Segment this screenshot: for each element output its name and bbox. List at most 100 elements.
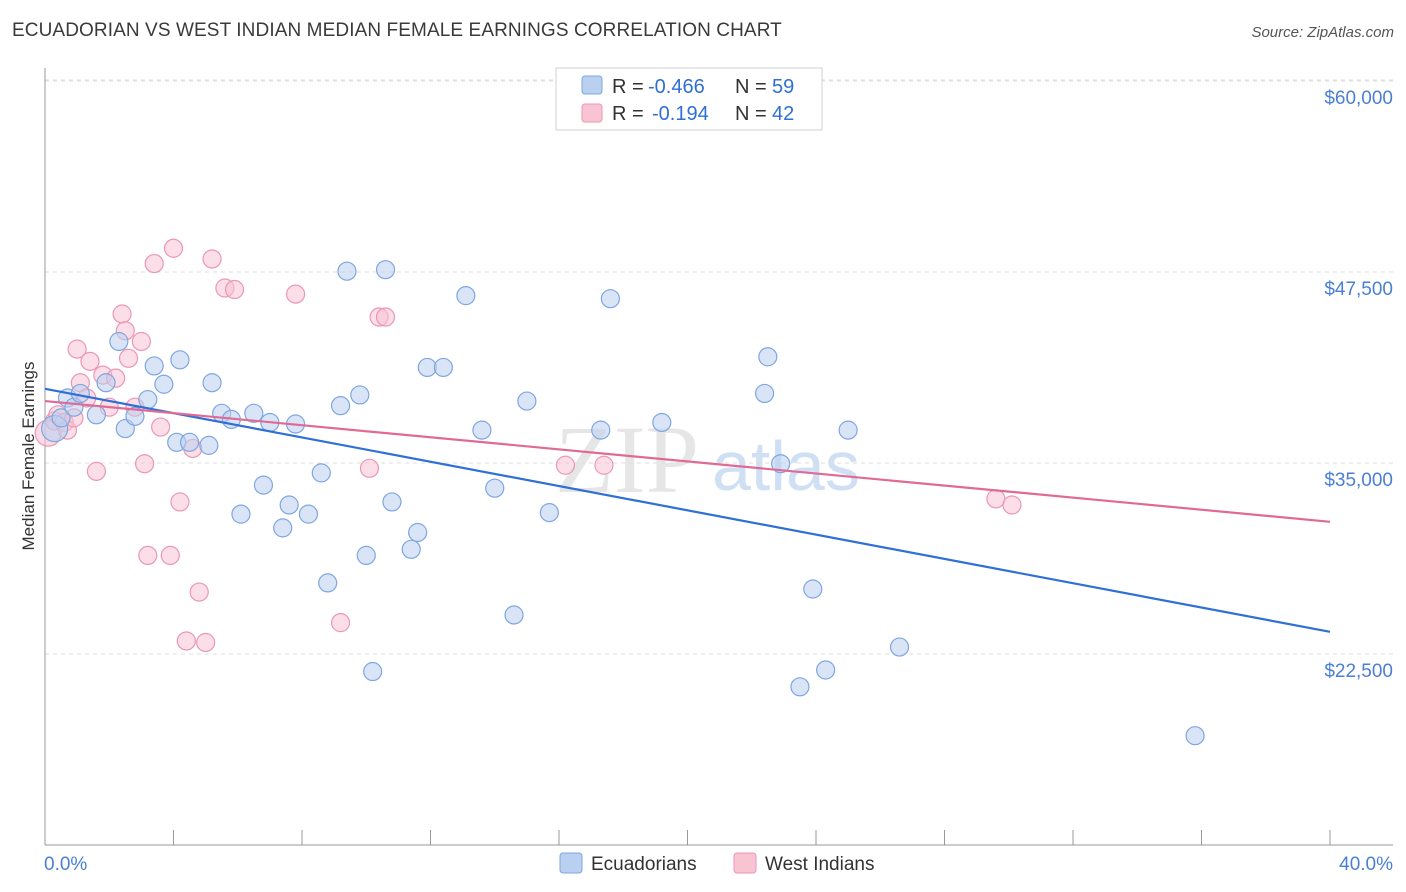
ecuadorian-point bbox=[330, 396, 351, 416]
ecuadorian-point bbox=[600, 289, 621, 309]
west-indian-point bbox=[330, 613, 351, 633]
ecuadorian-point bbox=[253, 475, 274, 495]
correlation-legend: R = -0.466 N = 59 R = -0.194 N = 42 bbox=[555, 67, 823, 131]
west-indian-point bbox=[80, 351, 100, 371]
y-tick-labels: $22,500 $35,000 $47,500 $60,000 bbox=[1324, 88, 1393, 682]
west-indian-point bbox=[163, 238, 184, 258]
ecuadorian-point bbox=[803, 579, 823, 599]
west-indian-point bbox=[202, 249, 222, 269]
ecuadorian-point bbox=[754, 383, 775, 404]
west-indian-point bbox=[151, 417, 171, 437]
legend-r-value-1: -0.466 bbox=[648, 76, 705, 98]
west-indian-point bbox=[594, 455, 614, 475]
ecuadorian-point bbox=[771, 454, 791, 474]
ecuadorian-point bbox=[1185, 726, 1205, 746]
ecuadorian-point bbox=[337, 261, 357, 281]
west-indians-points bbox=[34, 238, 1022, 653]
ecuadorian-point bbox=[244, 403, 264, 423]
legend-r-label-1: R = bbox=[612, 76, 644, 98]
y-tick-label: $47,500 bbox=[1324, 279, 1393, 300]
ecuadorian-point bbox=[138, 389, 158, 410]
y-tick-label: $22,500 bbox=[1324, 661, 1393, 682]
west-indian-point bbox=[1002, 495, 1022, 515]
ecuadorian-point bbox=[417, 357, 437, 378]
west-indian-point bbox=[86, 461, 107, 481]
y-tick-label: $60,000 bbox=[1324, 88, 1393, 109]
ecuadorian-point bbox=[363, 661, 383, 682]
legend-n-value-1: 59 bbox=[772, 76, 794, 98]
ecuadorian-point bbox=[652, 412, 672, 433]
ecuadorian-point bbox=[472, 420, 492, 440]
ecuadorian-point bbox=[539, 503, 559, 523]
ecuadorian-point bbox=[408, 522, 428, 543]
ecuadorian-point bbox=[96, 373, 116, 393]
ecuadorian-point bbox=[109, 331, 129, 352]
source-label: Source: ZipAtlas.com bbox=[1251, 24, 1394, 41]
series-legend: Ecuadorians West Indians bbox=[559, 852, 874, 875]
west-indian-point bbox=[189, 582, 209, 602]
legend-r-label-2: R = bbox=[612, 103, 644, 125]
ecuadorian-point bbox=[401, 539, 421, 559]
ecuadorian-point bbox=[591, 420, 611, 440]
ecuadorians-trend-line bbox=[44, 387, 1331, 633]
west-indian-point bbox=[555, 455, 576, 475]
y-tick-label: $35,000 bbox=[1324, 470, 1393, 491]
legend-r-value-2: -0.194 bbox=[652, 103, 709, 125]
ecuadorian-point bbox=[51, 408, 71, 428]
ecuadorian-point bbox=[504, 605, 524, 625]
legend-n-label-1: N = bbox=[735, 76, 767, 98]
west-indian-point bbox=[67, 339, 87, 359]
ecuadorians-points bbox=[41, 260, 1205, 746]
legend-ecuadorians-swatch bbox=[559, 852, 583, 874]
gridlines bbox=[45, 79, 1393, 655]
ecuadorian-point bbox=[170, 350, 190, 370]
legend-west-indians-label: West Indians bbox=[765, 854, 874, 875]
west-indian-point bbox=[170, 492, 190, 512]
ecuadorian-point bbox=[298, 504, 319, 524]
ecuadorian-point bbox=[816, 660, 836, 680]
west-indian-point bbox=[118, 348, 139, 368]
ecuadorian-point bbox=[125, 406, 145, 426]
west-indian-point bbox=[986, 489, 1006, 509]
ecuadorian-point bbox=[179, 432, 200, 452]
ecuadorian-point bbox=[517, 391, 537, 411]
ecuadorian-point bbox=[758, 347, 778, 367]
ecuadorian-point bbox=[199, 435, 219, 455]
ecuadorian-point bbox=[456, 286, 476, 306]
x-tick-label-min: 0.0% bbox=[44, 854, 87, 875]
west-indian-point bbox=[160, 545, 180, 566]
west-indian-point bbox=[138, 545, 158, 566]
y-axis-label: Median Female Earnings bbox=[19, 362, 38, 551]
x-tick-label-max: 40.0% bbox=[1339, 854, 1393, 875]
legend-n-label-2: N = bbox=[735, 103, 767, 125]
west-indian-point bbox=[359, 458, 380, 478]
ecuadorian-point bbox=[311, 463, 331, 483]
ecuadorian-point bbox=[86, 405, 107, 425]
west-indian-point bbox=[144, 253, 164, 274]
legend-swatch-blue bbox=[581, 75, 603, 95]
x-axis-ticks bbox=[44, 830, 1331, 845]
chart-title: ECUADORIAN VS WEST INDIAN MEDIAN FEMALE … bbox=[12, 20, 782, 41]
west-indian-point bbox=[176, 631, 196, 651]
ecuadorian-point bbox=[790, 677, 810, 697]
ecuadorian-point bbox=[318, 573, 338, 593]
ecuadorian-point bbox=[279, 495, 299, 515]
west-indian-point bbox=[224, 279, 245, 300]
west-indian-point bbox=[285, 284, 306, 304]
west-indian-point bbox=[131, 331, 151, 352]
ecuadorian-point bbox=[433, 357, 453, 378]
west-indian-point bbox=[112, 304, 132, 324]
ecuadorian-point bbox=[231, 504, 251, 524]
legend-swatch-pink bbox=[581, 103, 603, 123]
legend-ecuadorians-label: Ecuadorians bbox=[591, 854, 697, 875]
legend-west-indians-swatch bbox=[733, 852, 757, 874]
west-indian-point bbox=[375, 307, 396, 327]
ecuadorian-point bbox=[356, 545, 376, 566]
west-indians-trend-line bbox=[44, 399, 1331, 523]
ecuadorian-point bbox=[154, 374, 174, 394]
west-indian-point bbox=[196, 632, 216, 653]
ecuadorian-point bbox=[889, 637, 910, 657]
ecuadorian-point bbox=[350, 385, 370, 405]
ecuadorian-point bbox=[485, 478, 505, 498]
